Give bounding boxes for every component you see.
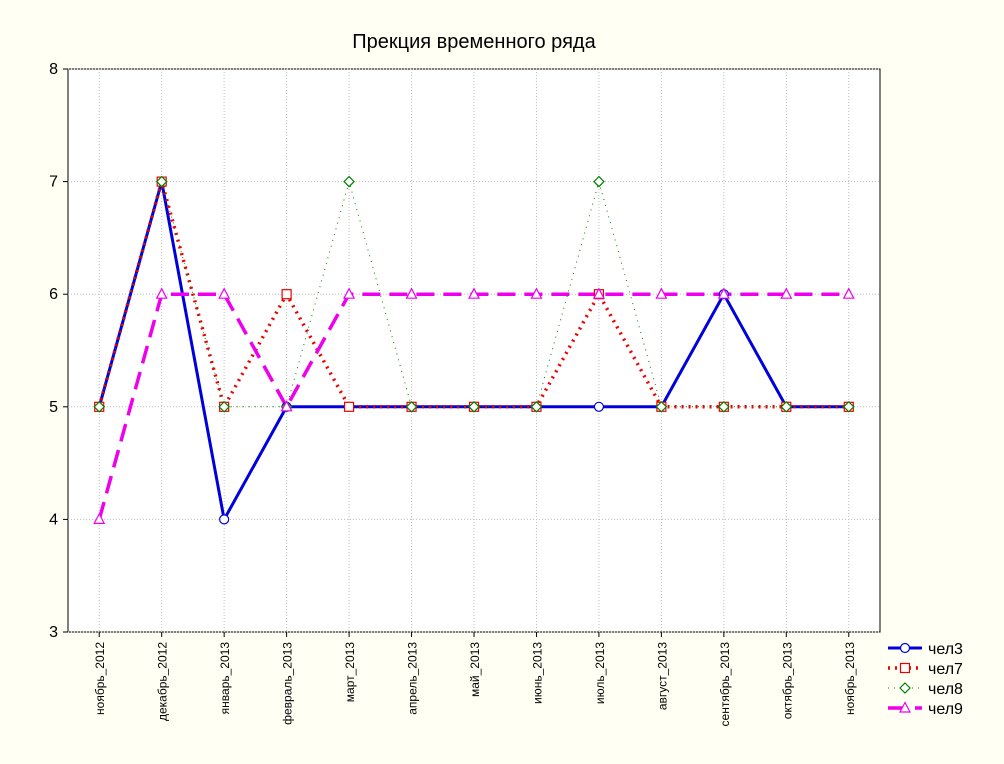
x-tick-label: март_2013 (343, 642, 357, 703)
marker (405, 287, 418, 299)
marker (219, 514, 230, 525)
y-tick-label: 7 (49, 174, 58, 191)
marker (468, 400, 480, 413)
y-tick-label: 8 (49, 61, 58, 78)
marker (530, 400, 543, 413)
y-tick-label: 3 (49, 624, 58, 641)
legend-label: чел7 (928, 661, 963, 678)
y-tick-label: 5 (49, 399, 58, 416)
marker (780, 287, 793, 299)
marker (155, 287, 168, 299)
marker (593, 175, 605, 188)
x-tick-label: апрель_2013 (406, 642, 420, 715)
marker (842, 400, 855, 413)
marker (899, 701, 911, 713)
marker (343, 401, 355, 412)
marker (592, 287, 605, 299)
legend-label: чел9 (928, 701, 963, 718)
marker (899, 682, 911, 694)
marker (93, 400, 106, 413)
marker (780, 400, 793, 413)
marker (530, 287, 543, 299)
marker (655, 400, 668, 413)
marker (155, 175, 168, 188)
x-tick-label: август_2013 (655, 642, 669, 710)
marker (717, 400, 730, 413)
x-tick-label: май_2013 (468, 642, 482, 697)
marker (281, 289, 292, 300)
marker (655, 287, 668, 299)
x-tick-label: сентябрь_2013 (718, 642, 732, 727)
marker (593, 401, 605, 412)
marker (468, 287, 480, 299)
x-tick-label: декабрь_2012 (156, 642, 170, 721)
x-tick-label: июнь_2013 (530, 642, 544, 704)
marker (717, 287, 730, 299)
x-tick-label: январь_2013 (218, 642, 232, 715)
marker (405, 400, 418, 413)
x-tick-label: ноябрь_2012 (93, 642, 107, 715)
legend-label: чел8 (928, 681, 963, 698)
marker (218, 400, 231, 413)
marker (842, 287, 855, 299)
marker (218, 287, 231, 299)
y-tick-label: 6 (49, 286, 58, 303)
x-tick-label: июль_2013 (593, 642, 607, 704)
y-tick-label: 4 (49, 511, 58, 528)
marker (343, 175, 355, 188)
x-tick-label: февраль_2013 (281, 642, 295, 725)
marker (899, 662, 911, 674)
marker (343, 287, 356, 299)
marker (93, 512, 106, 525)
x-tick-label: октябрь_2013 (780, 642, 794, 720)
marker (280, 400, 293, 412)
marker (899, 642, 911, 654)
chart-title: Прекция временного ряда (352, 31, 596, 53)
legend-label: чел3 (928, 641, 963, 658)
x-tick-label: ноябрь_2013 (843, 642, 857, 715)
